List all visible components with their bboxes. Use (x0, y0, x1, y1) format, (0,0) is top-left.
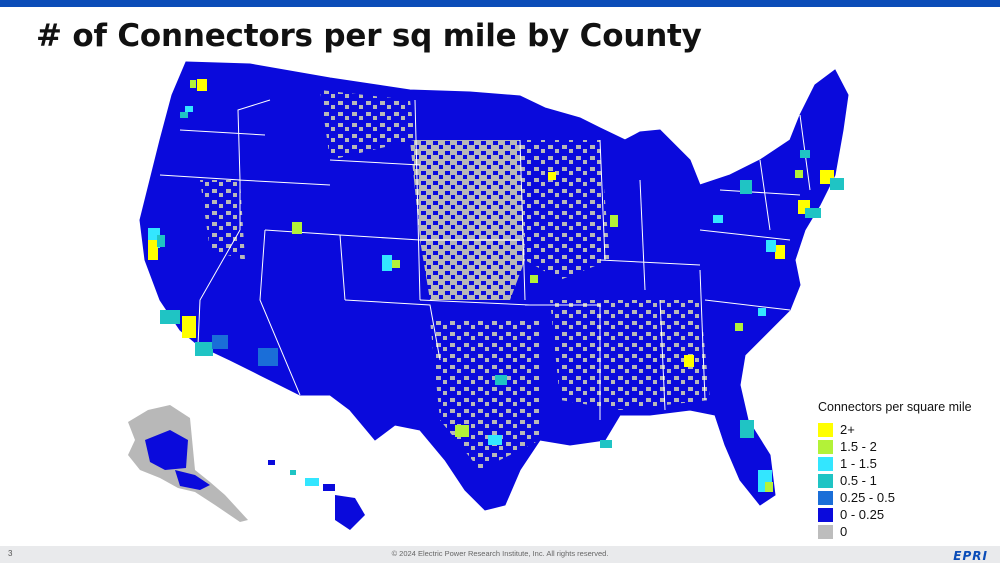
legend-label: 0.5 - 1 (840, 473, 877, 488)
legend-label: 2+ (840, 422, 855, 437)
copyright-notice: © 2024 Electric Power Research Institute… (391, 549, 609, 558)
map-legend: Connectors per square mile 2+ 1.5 - 2 1 - … (818, 400, 996, 540)
legend-item: 2+ (818, 421, 996, 438)
legend-item: 1 - 1.5 (818, 455, 996, 472)
legend-label: 1 - 1.5 (840, 456, 877, 471)
slide-title: # of Connectors per sq mile by County (36, 18, 702, 54)
gray-zone-plains (410, 140, 525, 300)
legend-label: 0 - 0.25 (840, 507, 885, 522)
epri-logo: EPRI (953, 549, 988, 563)
alaska-blue-south (175, 470, 210, 490)
footer-bar (0, 546, 1000, 563)
legend-swatch (818, 507, 833, 522)
legend-swatch (818, 456, 833, 471)
legend-swatch (818, 490, 833, 505)
legend-item: 0.5 - 1 (818, 472, 996, 489)
hotspots (148, 79, 844, 492)
legend-items: 2+ 1.5 - 2 1 - 1.5 0.5 - 1 0.25 - 0.5 0 - 0.2… (818, 421, 996, 540)
legend-label: 1.5 - 2 (840, 439, 877, 454)
legend-swatch (818, 439, 833, 454)
hawaii-shape (268, 460, 365, 530)
gray-zone-south (550, 300, 710, 410)
legend-title: Connectors per square mile (818, 400, 972, 414)
legend-item: 0 - 0.25 (818, 506, 996, 523)
page-number: 3 (8, 549, 13, 558)
legend-swatch (818, 473, 833, 488)
legend-label: 0 (840, 524, 848, 539)
legend-item: 1.5 - 2 (818, 438, 996, 455)
alaska-blue-regions (145, 430, 188, 470)
legend-item: 0.25 - 0.5 (818, 489, 996, 506)
legend-label: 0.25 - 0.5 (840, 490, 895, 505)
gray-zone-midwest (520, 140, 610, 280)
state-borders (159, 99, 811, 420)
legend-swatch (818, 422, 833, 437)
legend-item: 0 (818, 523, 996, 540)
top-accent-bar (0, 0, 1000, 7)
gray-zone-northern (320, 90, 415, 160)
alaska-shape (128, 405, 248, 522)
legend-swatch (818, 524, 833, 539)
